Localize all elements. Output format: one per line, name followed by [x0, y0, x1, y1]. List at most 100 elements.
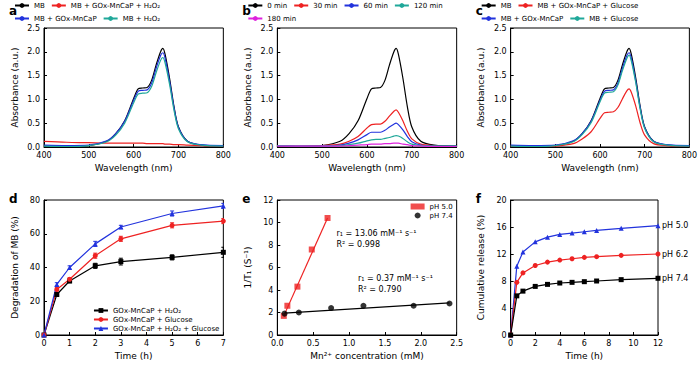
svg-text:1.5: 1.5 [27, 71, 40, 80]
svg-text:1.5: 1.5 [379, 339, 392, 348]
svg-text:Time (h): Time (h) [565, 351, 604, 361]
svg-text:3: 3 [118, 339, 123, 348]
svg-text:6: 6 [195, 339, 200, 348]
svg-text:0.5: 0.5 [494, 119, 507, 128]
svg-text:MB + H₂O₂: MB + H₂O₂ [123, 15, 161, 23]
svg-text:Wavelength (nm): Wavelength (nm) [561, 163, 639, 173]
svg-text:pH 7.4: pH 7.4 [662, 274, 688, 283]
svg-text:700: 700 [171, 151, 186, 160]
svg-text:pH 6.2: pH 6.2 [662, 250, 688, 259]
svg-text:Time (h): Time (h) [114, 351, 153, 361]
svg-text:c: c [476, 4, 483, 18]
svg-text:60: 60 [30, 229, 40, 238]
svg-text:10: 10 [263, 218, 273, 227]
svg-text:Mn²⁺ concentration (mM): Mn²⁺ concentration (mM) [310, 351, 423, 361]
svg-text:400: 400 [36, 151, 51, 160]
svg-text:4: 4 [502, 304, 507, 313]
svg-text:20: 20 [30, 297, 40, 306]
svg-text:0 min: 0 min [267, 2, 287, 10]
svg-text:R² = 0.998: R² = 0.998 [337, 240, 380, 249]
svg-text:40: 40 [30, 263, 40, 272]
svg-text:60 min: 60 min [364, 2, 388, 10]
svg-text:2.5: 2.5 [494, 24, 507, 33]
svg-text:180 min: 180 min [267, 15, 296, 23]
svg-text:6: 6 [582, 339, 587, 348]
svg-text:R² = 0.790: R² = 0.790 [358, 285, 401, 294]
svg-text:GOx-MnCaP + H₂O₂: GOx-MnCaP + H₂O₂ [113, 307, 181, 315]
svg-text:2: 2 [533, 339, 538, 348]
svg-text:MB + GOx-MnCaP: MB + GOx-MnCaP [501, 15, 564, 23]
svg-text:MB + GOx-MnCaP + H₂O₂: MB + GOx-MnCaP + H₂O₂ [71, 2, 161, 10]
svg-text:pH 7.4: pH 7.4 [430, 212, 454, 220]
svg-text:500: 500 [315, 151, 330, 160]
svg-text:7: 7 [221, 339, 226, 348]
svg-text:2.0: 2.0 [261, 47, 274, 56]
svg-text:Absorbance (a.u.): Absorbance (a.u.) [476, 47, 486, 127]
svg-text:1.0: 1.0 [261, 95, 274, 104]
svg-text:800: 800 [216, 151, 231, 160]
svg-text:4: 4 [144, 339, 149, 348]
svg-text:0: 0 [508, 339, 513, 348]
svg-text:4: 4 [268, 286, 273, 295]
svg-text:GOx-MnCaP + Glucose: GOx-MnCaP + Glucose [113, 316, 193, 324]
svg-text:0.0: 0.0 [271, 339, 284, 348]
svg-text:Wavelength (nm): Wavelength (nm) [328, 163, 406, 173]
svg-text:MB + GOx-MnCaP: MB + GOx-MnCaP [34, 15, 97, 23]
svg-text:1.5: 1.5 [261, 71, 274, 80]
svg-text:2.5: 2.5 [27, 24, 40, 33]
svg-text:8: 8 [606, 339, 611, 348]
svg-text:Absorbance (a.u.): Absorbance (a.u.) [243, 47, 253, 127]
svg-text:8: 8 [268, 241, 273, 250]
svg-text:0.5: 0.5 [261, 119, 274, 128]
svg-text:20: 20 [496, 196, 506, 205]
svg-text:MB + Glucose: MB + Glucose [589, 15, 638, 23]
svg-text:1.5: 1.5 [494, 71, 507, 80]
svg-text:2.0: 2.0 [494, 47, 507, 56]
svg-text:r₁ = 0.37 mM⁻¹ s⁻¹: r₁ = 0.37 mM⁻¹ s⁻¹ [358, 274, 433, 283]
svg-text:pH 5.0: pH 5.0 [430, 203, 453, 211]
svg-text:400: 400 [503, 151, 518, 160]
svg-text:0: 0 [35, 331, 40, 340]
svg-text:d: d [9, 192, 18, 206]
svg-text:2.5: 2.5 [450, 339, 463, 348]
svg-text:600: 600 [359, 151, 374, 160]
svg-text:MB: MB [501, 2, 512, 10]
svg-text:2: 2 [93, 339, 98, 348]
svg-text:Degradation of MB (%): Degradation of MB (%) [10, 216, 20, 319]
svg-text:1/T₁ (S⁻¹): 1/T₁ (S⁻¹) [243, 247, 253, 289]
svg-text:MB: MB [34, 2, 45, 10]
svg-text:8: 8 [502, 277, 507, 286]
svg-text:b: b [242, 4, 251, 18]
svg-text:2.5: 2.5 [261, 24, 274, 33]
svg-text:4: 4 [557, 339, 562, 348]
svg-text:800: 800 [682, 151, 697, 160]
svg-text:e: e [242, 192, 250, 206]
svg-text:700: 700 [637, 151, 652, 160]
svg-text:2: 2 [268, 308, 273, 317]
svg-text:GOx-MnCaP + H₂O₂ + Glucose: GOx-MnCaP + H₂O₂ + Glucose [113, 325, 219, 333]
svg-text:1.0: 1.0 [343, 339, 356, 348]
svg-text:1.0: 1.0 [494, 95, 507, 104]
svg-text:6: 6 [268, 263, 273, 272]
svg-text:r₁ = 13.06 mM⁻¹ s⁻¹: r₁ = 13.06 mM⁻¹ s⁻¹ [337, 229, 417, 238]
svg-text:16: 16 [496, 223, 506, 232]
svg-text:1.0: 1.0 [27, 95, 40, 104]
svg-text:Cumulative release (%): Cumulative release (%) [476, 215, 486, 320]
svg-text:0.5: 0.5 [27, 119, 40, 128]
svg-text:30 min: 30 min [313, 2, 337, 10]
svg-text:1: 1 [67, 339, 72, 348]
svg-text:0: 0 [41, 339, 46, 348]
svg-text:5: 5 [170, 339, 175, 348]
svg-text:Wavelength (nm): Wavelength (nm) [95, 163, 173, 173]
svg-text:2.0: 2.0 [414, 339, 427, 348]
svg-text:600: 600 [592, 151, 607, 160]
svg-text:600: 600 [126, 151, 141, 160]
svg-text:10: 10 [628, 339, 638, 348]
svg-text:80: 80 [30, 196, 40, 205]
svg-text:800: 800 [449, 151, 464, 160]
svg-text:pH 5.0: pH 5.0 [662, 221, 688, 230]
svg-text:500: 500 [548, 151, 563, 160]
svg-text:12: 12 [496, 250, 506, 259]
svg-text:12: 12 [263, 196, 273, 205]
svg-text:Absorbance (a.u.): Absorbance (a.u.) [10, 47, 20, 127]
